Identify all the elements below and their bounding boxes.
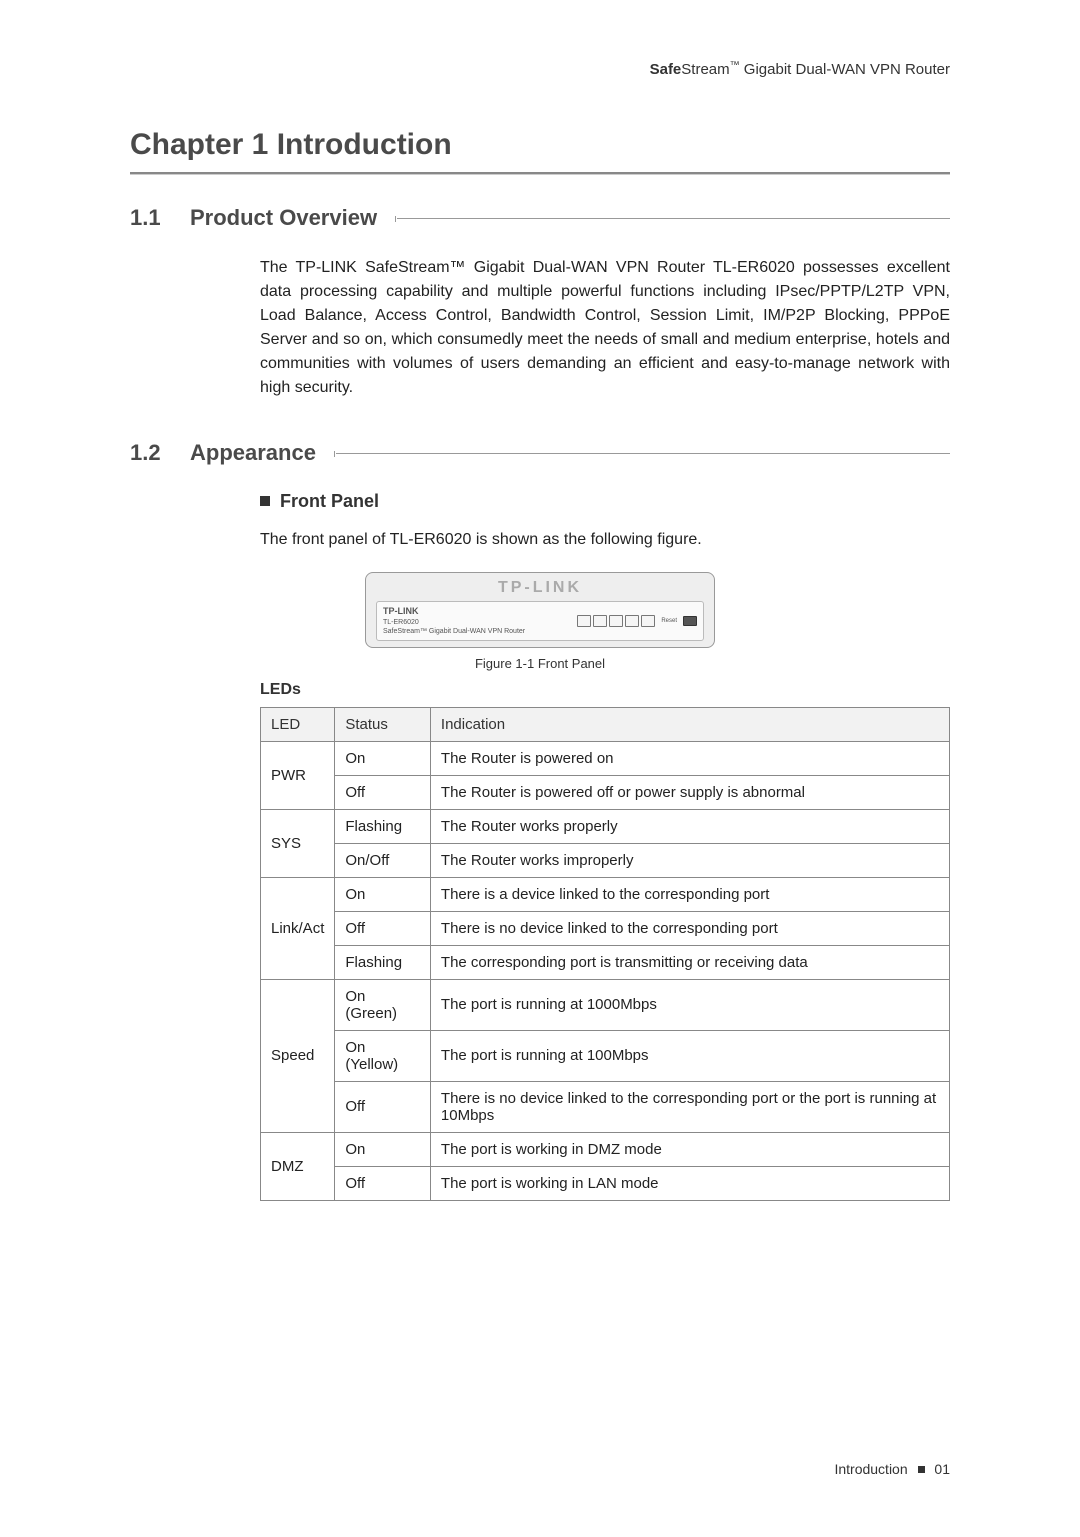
table-row: OffThe port is working in LAN mode — [261, 1166, 950, 1200]
table-row: DMZOnThe port is working in DMZ mode — [261, 1132, 950, 1166]
front-panel-text: The front panel of TL-ER6020 is shown as… — [260, 528, 950, 552]
router-top-brand: TP-LINK — [376, 579, 704, 597]
page-footer: Introduction 01 — [130, 1461, 950, 1477]
table-row: FlashingThe corresponding port is transm… — [261, 945, 950, 979]
table-row: PWROnThe Router is powered on — [261, 741, 950, 775]
led-name-cell: PWR — [261, 741, 335, 809]
indication-cell: The port is working in DMZ mode — [430, 1132, 949, 1166]
footer-page: 01 — [934, 1461, 950, 1477]
brand-rest: Stream — [681, 61, 729, 78]
indication-cell: The port is running at 1000Mbps — [430, 979, 949, 1030]
table-row: SpeedOn (Green)The port is running at 10… — [261, 979, 950, 1030]
section-1-1-header: 1.1 Product Overview — [130, 205, 950, 231]
col-status: Status — [335, 707, 431, 741]
status-cell: On/Off — [335, 843, 431, 877]
port-icon — [609, 615, 623, 627]
status-cell: Off — [335, 911, 431, 945]
console-port-icon — [683, 616, 697, 626]
router-brand-small: TP-LINK — [383, 606, 525, 618]
port-icon — [625, 615, 639, 627]
status-cell: Off — [335, 775, 431, 809]
tm-mark: ™ — [730, 60, 740, 71]
port-icon — [577, 615, 591, 627]
indication-cell: The Router is powered on — [430, 741, 949, 775]
table-row: OffThe Router is powered off or power su… — [261, 775, 950, 809]
port-icon — [641, 615, 655, 627]
footer-section: Introduction — [834, 1461, 907, 1477]
router-ports — [577, 615, 655, 627]
section-1-2-header: 1.2 Appearance — [130, 440, 950, 466]
led-name-cell: Link/Act — [261, 877, 335, 979]
section-number: 1.2 — [130, 440, 190, 466]
figure-caption: Figure 1-1 Front Panel — [365, 656, 715, 671]
indication-cell: There is no device linked to the corresp… — [430, 1081, 949, 1132]
indication-cell: There is no device linked to the corresp… — [430, 911, 949, 945]
col-led: LED — [261, 707, 335, 741]
product-name: Gigabit Dual-WAN VPN Router — [740, 61, 950, 78]
table-row: On/OffThe Router works improperly — [261, 843, 950, 877]
leds-heading: LEDs — [260, 681, 950, 699]
indication-cell: The Router works improperly — [430, 843, 949, 877]
front-panel-heading: Front Panel — [260, 491, 950, 512]
status-cell: On — [335, 877, 431, 911]
section-rule — [397, 218, 950, 219]
table-row: SYSFlashingThe Router works properly — [261, 809, 950, 843]
led-table: LED Status Indication PWROnThe Router is… — [260, 707, 950, 1201]
section-rule — [336, 453, 950, 454]
led-name-cell: SYS — [261, 809, 335, 877]
doc-header: SafeStream™ Gigabit Dual-WAN VPN Router — [130, 60, 950, 78]
led-name-cell: DMZ — [261, 1132, 335, 1200]
indication-cell: The port is working in LAN mode — [430, 1166, 949, 1200]
overview-paragraph: The TP-LINK SafeStream™ Gigabit Dual-WAN… — [260, 256, 950, 400]
footer-square-icon — [918, 1466, 925, 1473]
status-cell: On (Yellow) — [335, 1030, 431, 1081]
status-cell: On — [335, 741, 431, 775]
router-diagram: TP-LINK TP-LINK TL-ER6020 SafeStream™ Gi… — [365, 572, 715, 648]
col-indication: Indication — [430, 707, 949, 741]
router-front: TP-LINK TL-ER6020 SafeStream™ Gigabit Du… — [376, 601, 704, 641]
table-row: Link/ActOnThere is a device linked to th… — [261, 877, 950, 911]
status-cell: Flashing — [335, 809, 431, 843]
port-icon — [593, 615, 607, 627]
section-title: Product Overview — [190, 205, 377, 231]
status-cell: Flashing — [335, 945, 431, 979]
status-cell: On (Green) — [335, 979, 431, 1030]
front-panel-figure: TP-LINK TP-LINK TL-ER6020 SafeStream™ Gi… — [365, 572, 715, 671]
router-model: TL-ER6020 — [383, 618, 525, 627]
brand-bold: Safe — [650, 61, 682, 78]
indication-cell: The Router works properly — [430, 809, 949, 843]
table-row: OffThere is no device linked to the corr… — [261, 1081, 950, 1132]
status-cell: On — [335, 1132, 431, 1166]
indication-cell: The port is running at 100Mbps — [430, 1030, 949, 1081]
chapter-rule — [130, 172, 950, 175]
router-subtitle: SafeStream™ Gigabit Dual-WAN VPN Router — [383, 627, 525, 636]
bullet-icon — [260, 496, 270, 506]
chapter-title: Chapter 1 Introduction — [130, 128, 950, 162]
section-number: 1.1 — [130, 205, 190, 231]
table-header-row: LED Status Indication — [261, 707, 950, 741]
indication-cell: The corresponding port is transmitting o… — [430, 945, 949, 979]
led-name-cell: Speed — [261, 979, 335, 1132]
indication-cell: There is a device linked to the correspo… — [430, 877, 949, 911]
front-panel-label: Front Panel — [280, 491, 379, 511]
reset-label: Reset — [661, 618, 677, 624]
table-row: On (Yellow)The port is running at 100Mbp… — [261, 1030, 950, 1081]
status-cell: Off — [335, 1166, 431, 1200]
status-cell: Off — [335, 1081, 431, 1132]
table-row: OffThere is no device linked to the corr… — [261, 911, 950, 945]
section-title: Appearance — [190, 440, 316, 466]
router-labels: TP-LINK TL-ER6020 SafeStream™ Gigabit Du… — [383, 606, 525, 636]
indication-cell: The Router is powered off or power suppl… — [430, 775, 949, 809]
